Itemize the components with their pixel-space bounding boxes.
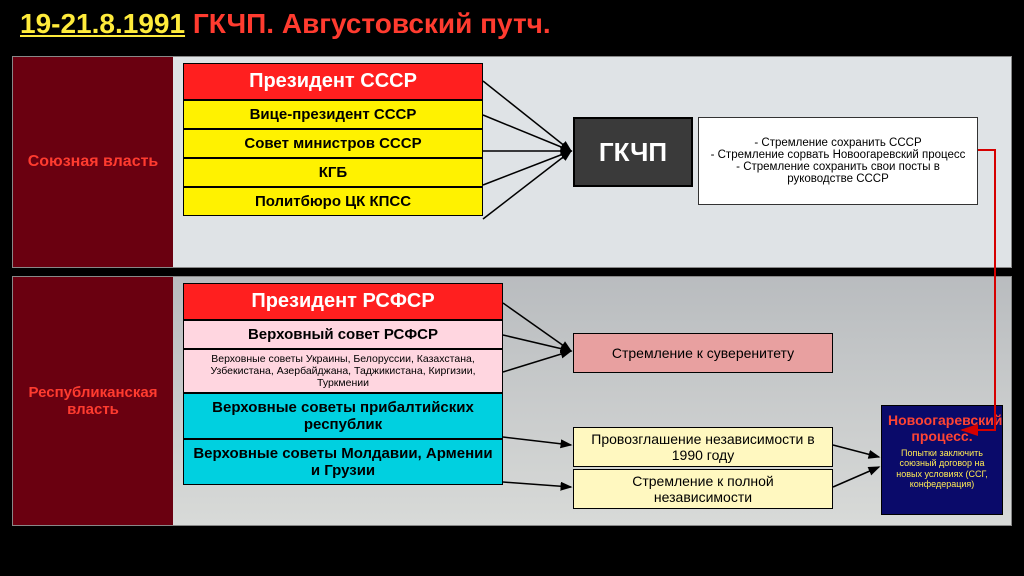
stack-row: КГБ xyxy=(183,158,483,187)
gkchp-desc-line: - Стремление сорвать Новоогаревский проц… xyxy=(707,149,969,161)
gkchp-description: - Стремление сохранить СССР- Стремление … xyxy=(698,117,978,205)
stack-row: Верховные советы прибалтийских республик xyxy=(183,393,503,439)
republic-power-section: Республиканская власть Президент РСФСРВе… xyxy=(12,276,1012,526)
stack-row: Верховные советы Украины, Белоруссии, Ка… xyxy=(183,349,503,393)
stack-row: Верховные советы Молдавии, Армении и Гру… xyxy=(183,439,503,485)
novoogarevo-title: Новоогаревский процесс. xyxy=(888,412,996,444)
slide-title: 19-21.8.1991 ГКЧП. Августовский путч. xyxy=(0,0,1024,48)
stack-row: Совет министров СССР xyxy=(183,129,483,158)
gkchp-desc-line: - Стремление сохранить свои посты в руко… xyxy=(707,161,969,185)
stack-row: Президент СССР xyxy=(183,63,483,100)
union-power-label: Союзная власть xyxy=(13,57,173,267)
gkchp-desc-line: - Стремление сохранить СССР xyxy=(707,137,969,149)
novoogarevo-box: Новоогаревский процесс. Попытки заключит… xyxy=(881,405,1003,515)
republic-power-label: Республиканская власть xyxy=(13,277,173,525)
republic-power-stack: Президент РСФСРВерховный совет РСФСРВерх… xyxy=(183,283,503,485)
result-box: Провозглашение независимости в 1990 году xyxy=(573,427,833,467)
gkchp-box: ГКЧП xyxy=(573,117,693,187)
result-box: Стремление к полной независимости xyxy=(573,469,833,509)
title-date: 19-21.8.1991 xyxy=(20,8,185,39)
union-power-section: Союзная власть Президент СССРВице-презид… xyxy=(12,56,1012,268)
union-power-stack: Президент СССРВице-президент СССРСовет м… xyxy=(183,63,483,216)
stack-row: Верховный совет РСФСР xyxy=(183,320,503,349)
stack-row: Президент РСФСР xyxy=(183,283,503,320)
novoogarevo-subtitle: Попытки заключить союзный договор на нов… xyxy=(888,448,996,489)
title-rest: ГКЧП. Августовский путч. xyxy=(185,8,551,39)
result-box: Стремление к суверенитету xyxy=(573,333,833,373)
stack-row: Вице-президент СССР xyxy=(183,100,483,129)
stack-row: Политбюро ЦК КПСС xyxy=(183,187,483,216)
